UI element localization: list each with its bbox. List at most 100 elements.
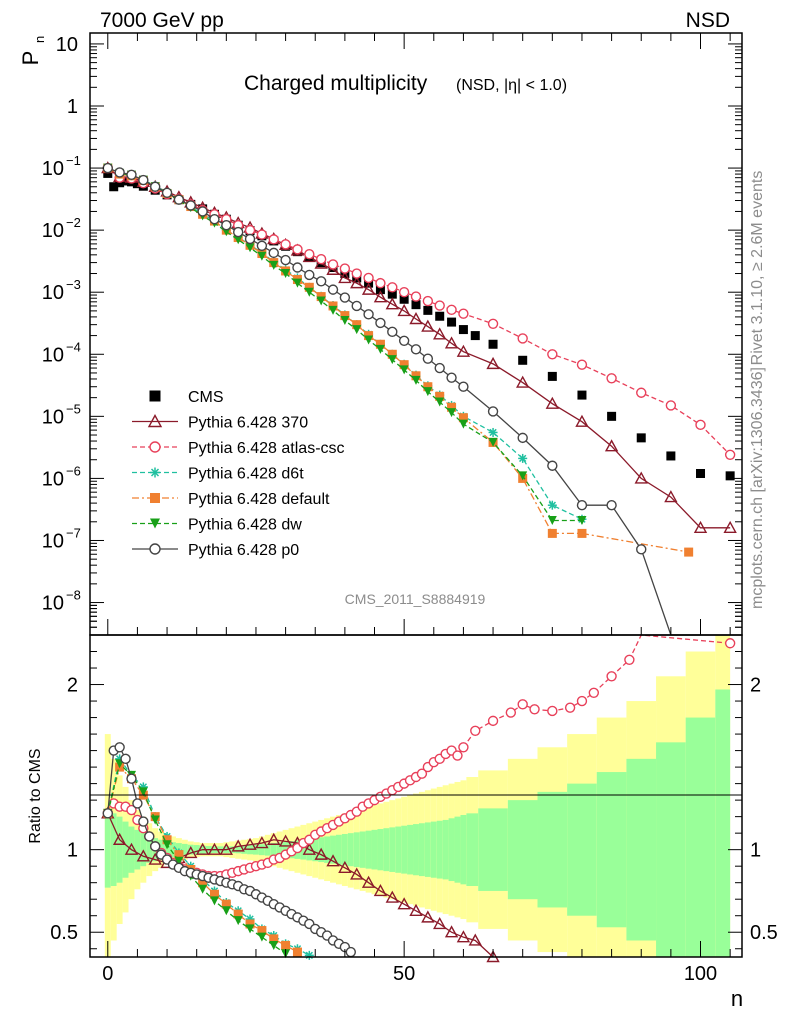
ratio-y-tick-label-right: 1 <box>750 840 761 862</box>
y-tick-label: 10 <box>42 530 64 552</box>
data-point-atlas <box>292 244 303 255</box>
data-point-p0 <box>304 269 315 281</box>
legend-marker-d6t <box>150 467 160 478</box>
data-point-p370 <box>486 356 500 370</box>
band-green-bin <box>389 827 396 872</box>
band-green-bin <box>146 836 153 863</box>
data-point-cms <box>411 300 421 310</box>
data-point-dw <box>399 365 409 375</box>
band-green-bin <box>377 829 384 871</box>
data-point-dw <box>387 355 397 365</box>
data-point-atlas <box>576 359 588 370</box>
data-point-p0 <box>410 344 422 355</box>
ratio-point-p370 <box>207 842 222 855</box>
band-green-bin <box>395 826 402 873</box>
ratio-point-p370 <box>361 875 376 888</box>
data-point-p0 <box>138 174 149 186</box>
ratio-series-p0 <box>102 742 356 958</box>
x-axis-label: n <box>731 986 743 1011</box>
ratio-point-dw <box>138 787 148 797</box>
y-tick-label: 10 <box>42 406 64 428</box>
data-point-dw <box>340 316 350 326</box>
y-tick-exponent: −3 <box>66 277 81 292</box>
ratio-point-p0 <box>144 831 155 842</box>
data-point-dw <box>281 269 291 279</box>
data-point-cms <box>132 179 142 189</box>
data-point-p0 <box>487 406 499 417</box>
data-point-p370 <box>433 327 447 340</box>
ratio-point-p370 <box>338 860 352 874</box>
ratio-point-dw <box>245 924 255 934</box>
legend-marker-dw <box>150 518 160 529</box>
main-plot-series <box>101 161 737 636</box>
data-point-p0 <box>636 544 647 555</box>
band-green-bin <box>312 838 319 862</box>
ratio-point-p370 <box>219 842 234 855</box>
ratio-point-p370 <box>148 852 162 865</box>
band-green-bin <box>460 814 467 885</box>
ratio-point-p370 <box>195 842 210 855</box>
data-point-p0 <box>126 169 137 180</box>
ratio-point-p0 <box>114 742 125 753</box>
data-point-p0 <box>517 432 528 444</box>
band-green-bin <box>365 830 372 869</box>
band-green-bin <box>413 824 419 876</box>
y-tick-exponent: −8 <box>66 588 81 603</box>
header-left: 7000 GeV pp <box>100 9 224 32</box>
data-point-default <box>547 528 557 538</box>
data-point-p0 <box>292 262 303 273</box>
ratio-point-p370 <box>350 867 364 880</box>
ratio-point-p370 <box>136 849 151 862</box>
ratio-point-p370 <box>112 832 127 845</box>
band-green-bin <box>193 845 200 855</box>
band-green-bin <box>383 828 390 872</box>
band-green-bin <box>229 846 236 853</box>
ratio-point-atlas <box>470 725 481 736</box>
data-point-atlas <box>434 300 445 311</box>
ratio-point-atlas <box>458 742 469 753</box>
y-tick-label: 10 <box>42 593 64 615</box>
data-point-p370 <box>409 312 423 325</box>
band-green-bin <box>341 833 348 866</box>
band-green-bin <box>235 846 242 854</box>
band-green-bin <box>401 825 408 874</box>
legend-marker-default <box>150 493 160 503</box>
legend-marker-atlas <box>149 441 161 453</box>
header-right: NSD <box>686 9 730 32</box>
data-point-atlas <box>256 229 268 240</box>
data-point-p0 <box>398 335 410 346</box>
ratio-point-p0 <box>132 798 143 809</box>
data-point-p0 <box>197 206 208 217</box>
ratio-point-atlas <box>529 704 540 715</box>
band-green-bin <box>454 816 461 883</box>
data-point-cms <box>399 294 409 304</box>
band-green-bin <box>187 844 194 855</box>
band-green-bin <box>626 758 657 941</box>
ratio-point-p370 <box>124 842 139 855</box>
ratio-point-dw <box>269 940 279 950</box>
band-green-bin <box>330 835 336 864</box>
data-point-p0 <box>149 181 161 192</box>
ratio-point-p0 <box>126 773 137 784</box>
ratio-point-atlas <box>487 715 499 727</box>
data-point-atlas <box>339 263 351 274</box>
data-point-cms <box>577 390 587 400</box>
y-tick-exponent: −4 <box>66 339 81 354</box>
data-point-atlas <box>268 234 279 245</box>
band-green-bin <box>181 843 188 856</box>
analysis-label: CMS_2011_S8884919 <box>345 591 486 607</box>
legend-label-d6t: Pythia 6.428 d6t <box>188 466 304 483</box>
data-point-p370 <box>723 520 737 534</box>
legend-label-p370: Pythia 6.428 370 <box>188 415 308 432</box>
data-point-p0 <box>161 187 173 198</box>
data-point-p0 <box>387 326 398 338</box>
data-point-p0 <box>173 194 185 205</box>
data-point-atlas <box>315 254 327 265</box>
ratio-point-dw <box>174 856 184 866</box>
data-point-dw <box>316 296 326 306</box>
band-green-bin <box>335 834 342 865</box>
ratio-y-axis-label: Ratio to CMS <box>27 748 44 843</box>
ratio-point-p370 <box>433 917 447 930</box>
data-point-p370 <box>444 336 459 349</box>
data-point-p0 <box>315 276 327 287</box>
